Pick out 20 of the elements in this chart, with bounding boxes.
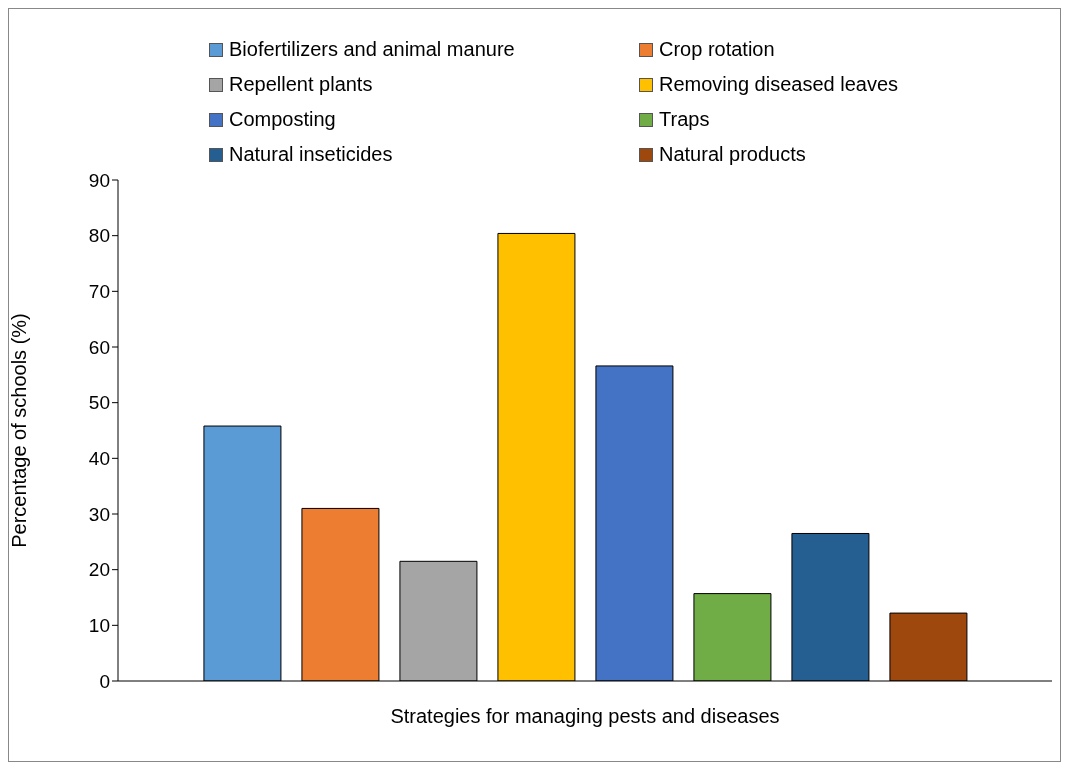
- y-tick-label: 10: [88, 615, 110, 637]
- legend-label: Crop rotation: [659, 38, 775, 61]
- y-tick-label: 80: [88, 225, 110, 247]
- y-tick-label: 20: [88, 559, 110, 581]
- y-tick-label: 70: [88, 281, 110, 303]
- y-tick-label: 50: [88, 392, 110, 414]
- y-axis-title: Percentage of schools (%): [8, 313, 31, 548]
- legend-label: Traps: [659, 108, 710, 131]
- legend-label: Repellent plants: [229, 73, 373, 96]
- y-tick-label: 40: [88, 448, 110, 470]
- legend-label: Natural inseticides: [229, 143, 393, 166]
- y-tick-label: 60: [88, 336, 110, 358]
- y-tick-label: 90: [88, 169, 110, 191]
- y-tick-label: 0: [99, 670, 110, 692]
- legend-label: Biofertilizers and animal manure: [229, 38, 515, 61]
- x-axis-title: Strategies for managing pests and diseases: [390, 705, 780, 727]
- legend-label: Natural products: [659, 143, 806, 166]
- legend-label: Composting: [229, 108, 336, 131]
- y-tick-label: 30: [88, 503, 110, 525]
- legend-label: Removing diseased leaves: [659, 73, 899, 96]
